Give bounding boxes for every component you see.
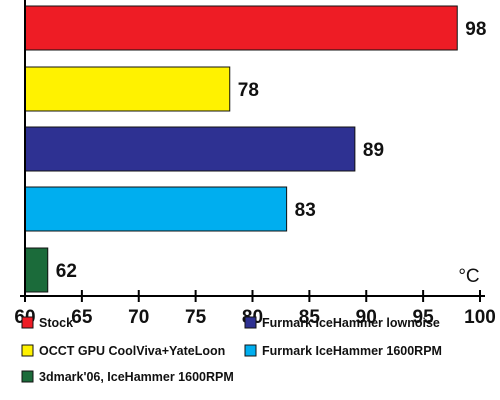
- x-tick-label-90: 90: [356, 307, 377, 328]
- bar-2: [24, 66, 231, 112]
- x-tick-label-95: 95: [413, 307, 435, 328]
- legend-swatch-2: [21, 344, 34, 357]
- legend-swatch-4: [244, 344, 257, 357]
- bar-3: [24, 126, 356, 172]
- value-label-3: 89: [363, 140, 384, 161]
- x-tick-label-85: 85: [299, 307, 321, 328]
- legend: Stock OCCT GPU CoolViva+YateLoon Furmark I…: [21, 316, 442, 384]
- bar-5: [24, 247, 49, 293]
- value-label-4: 83: [295, 200, 316, 221]
- bar-4: [24, 186, 288, 232]
- x-tick-label-100: 100: [464, 307, 496, 328]
- legend-swatch-5: [21, 370, 34, 383]
- value-labels-group: 98 78 89 83 62: [56, 19, 487, 282]
- unit-label: °C: [458, 266, 479, 287]
- x-tick-label-70: 70: [128, 307, 149, 328]
- legend-label-5: 3dmark'06, IceHammer 1600RPM: [39, 370, 234, 384]
- legend-label-3: Furmark IceHammer lownoise: [262, 316, 440, 330]
- legend-label-4: Furmark IceHammer 1600RPM: [262, 344, 442, 358]
- legend-swatch-1: [21, 316, 34, 329]
- bars-group: [24, 5, 458, 293]
- legend-label-1: Stock: [39, 316, 73, 330]
- x-tick-label-75: 75: [185, 307, 207, 328]
- legend-label-2: OCCT GPU CoolViva+YateLoon: [39, 344, 225, 358]
- x-tick-label-65: 65: [71, 307, 93, 328]
- value-label-2: 78: [238, 80, 259, 101]
- value-label-5: 62: [56, 261, 77, 282]
- value-label-1: 98: [465, 19, 486, 40]
- legend-swatch-3: [244, 316, 257, 329]
- bar-1: [24, 5, 458, 51]
